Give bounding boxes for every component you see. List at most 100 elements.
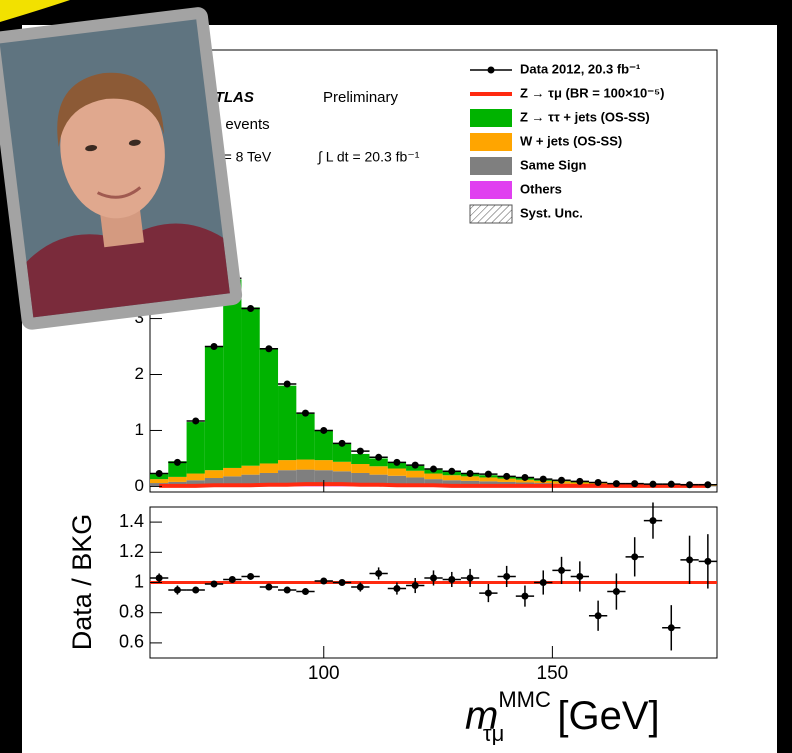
stack-bar	[424, 479, 443, 486]
legend-swatch	[469, 204, 513, 224]
ratio-point	[192, 586, 200, 594]
legend-swatch	[470, 181, 512, 199]
legend-label: Z → τμ (BR = 100×10⁻⁵)	[520, 85, 665, 100]
stack-bar	[241, 307, 260, 466]
y-tick-label: 1.4	[119, 511, 144, 531]
legend-swatch	[487, 66, 495, 74]
data-point	[210, 343, 218, 351]
data-point	[173, 458, 181, 466]
data-point	[155, 470, 163, 478]
data-point	[301, 409, 309, 417]
stack-bar	[223, 279, 242, 468]
stack-bar	[168, 476, 187, 482]
ratio-point	[686, 556, 694, 564]
stack-bar	[259, 472, 279, 486]
stack-bar	[387, 468, 407, 476]
stack-bar	[442, 480, 461, 486]
data-point	[484, 470, 492, 478]
stack-bar	[332, 471, 352, 485]
stack-bar	[278, 460, 297, 471]
data-point	[338, 439, 346, 447]
ratio-point	[411, 582, 419, 590]
stack-bar	[460, 476, 480, 481]
data-point	[466, 470, 474, 478]
stack-bar	[241, 465, 260, 475]
y-tick-label: 0	[135, 476, 144, 495]
y-tick-label: 1	[134, 571, 144, 591]
stack-bar	[186, 422, 205, 474]
ratio-point	[228, 575, 236, 583]
stack-bar	[223, 467, 242, 477]
x-title-symbol: m	[465, 694, 498, 738]
data-point	[411, 461, 419, 469]
data-point	[375, 453, 383, 461]
stack-bar	[351, 472, 370, 486]
stack-bar	[204, 470, 224, 479]
stack-bar	[369, 458, 388, 467]
stack-bar	[168, 461, 187, 477]
data-point	[265, 345, 273, 353]
stack-bar	[186, 480, 205, 486]
ratio-point	[466, 574, 474, 582]
data-point	[247, 304, 255, 312]
stack-bar	[351, 464, 370, 473]
ratio-point	[667, 624, 675, 632]
stack-bar	[424, 473, 443, 480]
data-point	[686, 481, 694, 489]
stack-bar	[460, 480, 480, 486]
data-point	[356, 447, 364, 455]
legend-label: Syst. Unc.	[520, 205, 583, 220]
stack-bar	[150, 479, 169, 484]
data-point	[649, 480, 657, 488]
stack-bar	[332, 461, 352, 472]
y-tick-label: 0.8	[119, 601, 144, 621]
data-point	[448, 467, 456, 475]
channel-rest: events	[221, 116, 269, 133]
stack-bar	[296, 413, 315, 460]
photo	[0, 7, 243, 330]
stack-bar	[296, 469, 315, 485]
photo-shirt	[26, 223, 230, 318]
ratio-point	[704, 557, 712, 565]
ratio-point	[612, 588, 620, 596]
ratio-point	[521, 592, 529, 600]
ratio-point	[393, 585, 401, 593]
ratio-point	[356, 583, 364, 591]
data-point	[192, 417, 200, 425]
stack-bar	[296, 459, 315, 470]
status: Preliminary	[323, 89, 399, 106]
ratio-point	[539, 579, 547, 586]
y-tick-label: 1	[135, 420, 144, 439]
x-title-unit: [GeV]	[546, 694, 659, 738]
legend-label: Others	[520, 181, 562, 196]
corner-decoration	[0, 0, 70, 22]
stack-bar	[204, 478, 224, 486]
ratio-point	[576, 572, 584, 580]
stack-bar	[186, 473, 205, 481]
y-axis-title: Data / BKG	[67, 514, 97, 651]
photo-hair	[57, 72, 164, 148]
x-tick-label: 150	[537, 663, 569, 684]
x-axis-title: mMMC τμ [GeV]	[465, 687, 660, 746]
x-title-sub: τμ	[483, 721, 504, 746]
data-point	[612, 480, 620, 488]
stack-bar	[479, 477, 498, 482]
y-tick-label: 1.2	[119, 541, 144, 561]
stack-bar	[223, 476, 242, 486]
stack-bar	[259, 348, 279, 464]
data-point	[631, 480, 639, 488]
legend-label: Data 2012, 20.3 fb⁻¹	[520, 61, 640, 76]
ratio-point	[448, 575, 456, 583]
stack-bar	[278, 470, 297, 485]
stack-bar	[369, 474, 388, 486]
stack-bar	[497, 478, 516, 482]
stack-bar	[442, 475, 461, 481]
data-point	[594, 478, 602, 486]
stack-bar	[241, 474, 260, 486]
stack-bar	[479, 481, 498, 486]
stack-bar	[204, 346, 224, 471]
stack-bar	[314, 470, 333, 485]
stack-bar	[369, 466, 388, 475]
